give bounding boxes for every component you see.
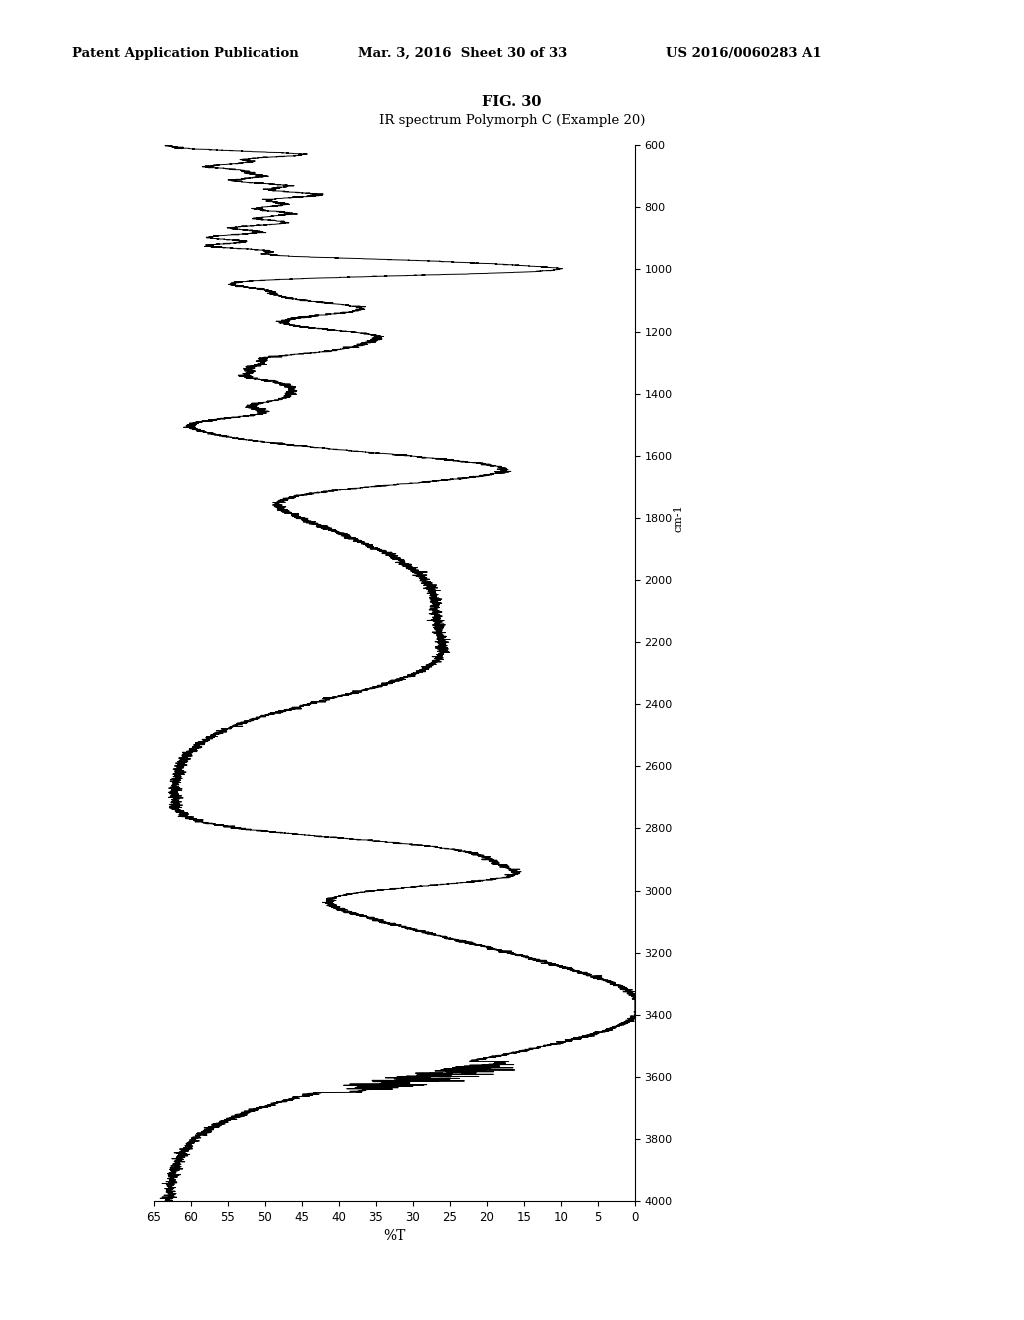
Text: IR spectrum Polymorph C (Example 20): IR spectrum Polymorph C (Example 20) [379, 114, 645, 127]
Text: cm-1: cm-1 [674, 504, 683, 532]
Text: Mar. 3, 2016  Sheet 30 of 33: Mar. 3, 2016 Sheet 30 of 33 [358, 46, 567, 59]
X-axis label: %T: %T [383, 1229, 406, 1243]
Text: Patent Application Publication: Patent Application Publication [72, 46, 298, 59]
Text: FIG. 30: FIG. 30 [482, 95, 542, 108]
Text: US 2016/0060283 A1: US 2016/0060283 A1 [666, 46, 821, 59]
